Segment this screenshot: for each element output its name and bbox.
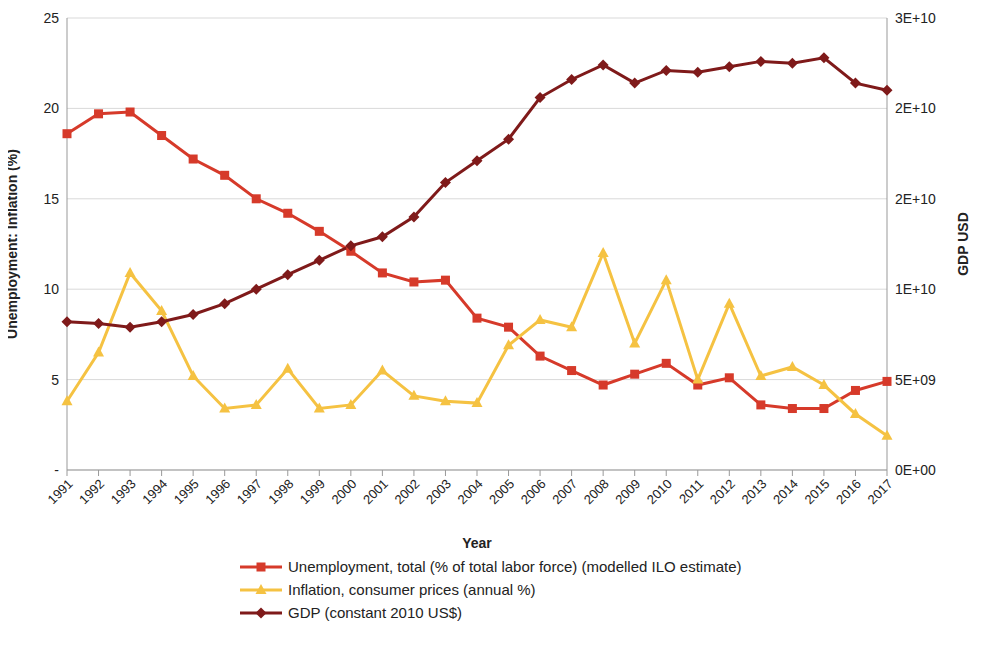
svg-text:1993: 1993 (108, 476, 139, 507)
svg-text:2010: 2010 (644, 476, 675, 507)
html-text:Inflation, consumer prices (an: Inflation, consumer prices (annual %) (288, 581, 536, 598)
svg-text:15: 15 (43, 191, 59, 207)
svg-text:2015: 2015 (802, 476, 833, 507)
svg-text:2012: 2012 (707, 476, 738, 507)
svg-text:2017: 2017 (865, 476, 896, 507)
svg-text:1994: 1994 (139, 476, 170, 507)
svg-text:2E+10: 2E+10 (895, 100, 936, 116)
svg-text:Year: Year (462, 535, 492, 551)
svg-text:1E+10: 1E+10 (895, 281, 936, 297)
html-text:GDP (constant 2010 US$): GDP (constant 2010 US$) (288, 604, 462, 621)
svg-text:1995: 1995 (171, 476, 202, 507)
svg-text:1999: 1999 (297, 476, 328, 507)
svg-text:2013: 2013 (738, 476, 769, 507)
svg-text:2016: 2016 (833, 476, 864, 507)
svg-text:2001: 2001 (360, 476, 391, 507)
svg-text:2008: 2008 (581, 476, 612, 507)
svg-text:10: 10 (43, 281, 59, 297)
html-text:Unemployment, total (% of tota: Unemployment, total (% of total labor fo… (288, 558, 742, 575)
svg-text:2006: 2006 (518, 476, 549, 507)
svg-text:1991: 1991 (45, 476, 76, 507)
svg-text:25: 25 (43, 10, 59, 26)
svg-text:2011: 2011 (676, 476, 706, 506)
svg-text:2E+10: 2E+10 (895, 191, 936, 207)
svg-text:2002: 2002 (392, 476, 423, 507)
svg-text:2007: 2007 (549, 476, 580, 507)
svg-text:GDP USD: GDP USD (955, 212, 971, 276)
svg-text:1998: 1998 (265, 476, 296, 507)
svg-text:2005: 2005 (486, 476, 517, 507)
svg-text:1992: 1992 (76, 476, 107, 507)
svg-text:1997: 1997 (234, 476, 265, 507)
svg-text:20: 20 (43, 100, 59, 116)
svg-text:2014: 2014 (770, 476, 801, 507)
svg-text:-: - (54, 462, 59, 478)
svg-text:2009: 2009 (612, 476, 643, 507)
svg-text:3E+10: 3E+10 (895, 10, 936, 26)
svg-text:5E+09: 5E+09 (895, 372, 936, 388)
svg-text:1996: 1996 (202, 476, 233, 507)
svg-text:2003: 2003 (423, 476, 454, 507)
svg-text:2000: 2000 (328, 476, 359, 507)
svg-text:5: 5 (51, 372, 59, 388)
svg-text:Unemployment: Inflation (%): Unemployment: Inflation (%) (8, 149, 20, 339)
svg-text:0E+00: 0E+00 (895, 462, 936, 478)
svg-text:2004: 2004 (455, 476, 486, 507)
